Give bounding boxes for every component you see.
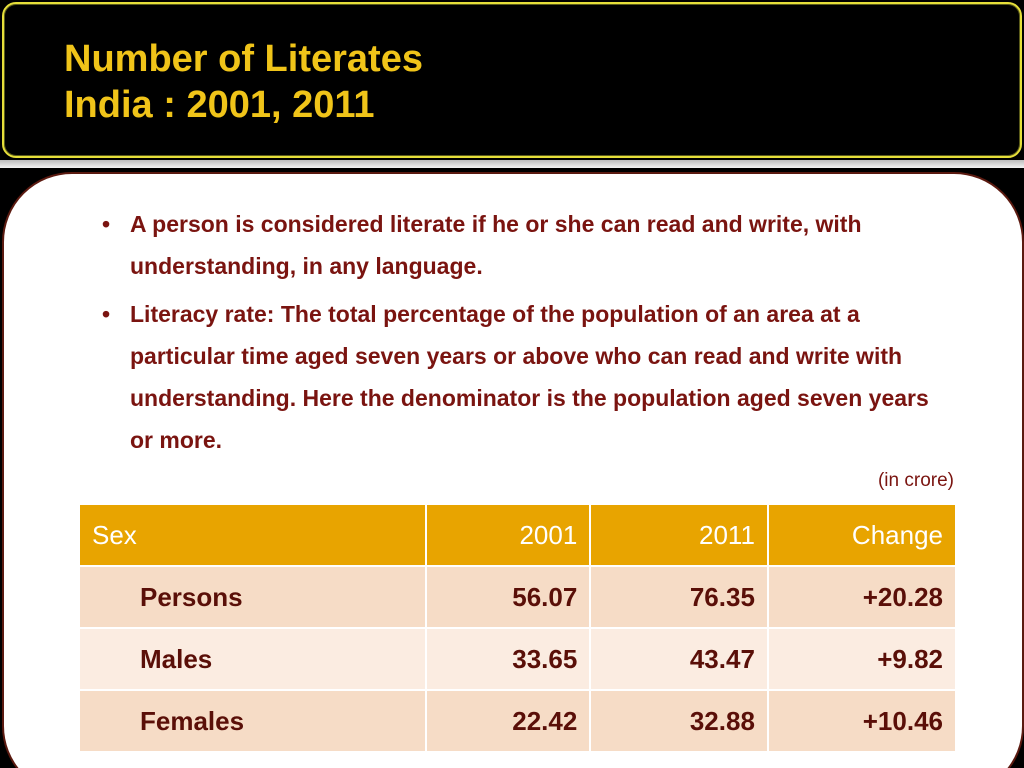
divider — [0, 160, 1024, 168]
row-label: Males — [77, 627, 428, 691]
bullet-item-literacy-rate: • Literacy rate: The total percentage of… — [100, 293, 940, 461]
cell-2011: 76.35 — [589, 565, 769, 629]
unit-note: (in crore) — [877, 470, 954, 491]
bullet-text: Literacy rate: The total percentage of t… — [130, 301, 929, 453]
slide-title: Number of Literates India : 2001, 2011 — [64, 36, 423, 128]
bullet-marker: • — [102, 301, 111, 327]
header-2001: 2001 — [425, 503, 592, 567]
header-change: Change — [766, 503, 958, 567]
cell-2011: 32.88 — [589, 689, 769, 753]
table-row: Females 22.42 32.88 +10.46 — [77, 689, 958, 753]
title-line-2: India : 2001, 2011 — [64, 84, 375, 126]
table-header-row: Sex 2001 2011 Change — [77, 503, 958, 567]
row-label: Persons — [77, 565, 428, 629]
cell-2001: 33.65 — [425, 627, 592, 691]
bullet-list: • A person is considered literate if he … — [100, 203, 940, 467]
title-bar: Number of Literates India : 2001, 2011 — [2, 2, 1022, 158]
literates-table: Sex 2001 2011 Change Persons 56.07 76.35… — [77, 503, 958, 753]
bullet-text: A person is considered literate if he or… — [130, 211, 862, 279]
bullet-item-literate-definition: • A person is considered literate if he … — [100, 203, 940, 287]
bullet-marker: • — [102, 211, 111, 237]
header-2011: 2011 — [589, 503, 769, 567]
cell-change: +20.28 — [766, 565, 958, 629]
table-row: Persons 56.07 76.35 +20.28 — [77, 565, 958, 629]
row-label: Females — [77, 689, 428, 753]
cell-change: +10.46 — [766, 689, 958, 753]
cell-2011: 43.47 — [589, 627, 769, 691]
table-row: Males 33.65 43.47 +9.82 — [77, 627, 958, 691]
cell-2001: 56.07 — [425, 565, 592, 629]
header-sex: Sex — [77, 503, 428, 567]
cell-change: +9.82 — [766, 627, 958, 691]
cell-2001: 22.42 — [425, 689, 592, 753]
title-line-1: Number of Literates — [64, 38, 423, 80]
